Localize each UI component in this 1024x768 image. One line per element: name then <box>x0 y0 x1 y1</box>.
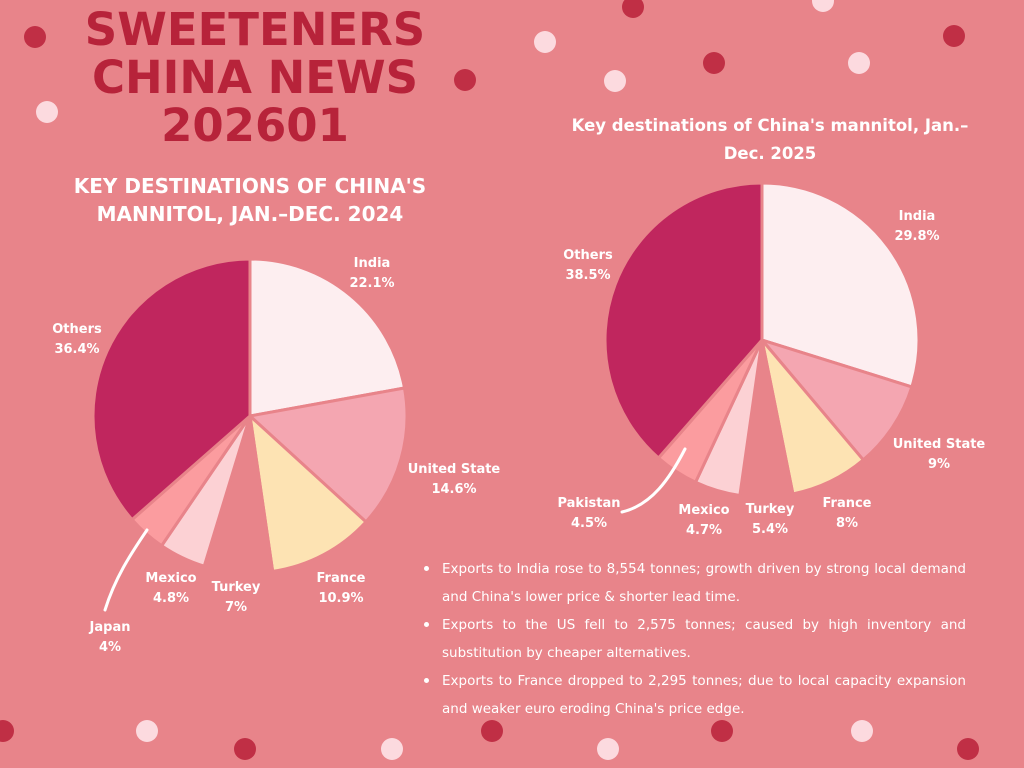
slice-label-name: India <box>353 256 391 271</box>
slice-label-name: France <box>822 496 872 511</box>
note-france: Exports to France dropped to 2,295 tonne… <box>420 667 966 723</box>
label-2024-united-state: United State 14.6% <box>408 460 501 500</box>
label-2024-turkey: Turkey 7% <box>212 578 261 618</box>
label-2024-others: Others 36.4% <box>52 320 102 360</box>
note-india: Exports to India rose to 8,554 tonnes; g… <box>420 555 966 611</box>
slice-label-value: 38.5% <box>565 268 611 283</box>
slice-label-name: United State <box>892 437 986 452</box>
chart-2025-title: Key destinations of China's mannitol, Ja… <box>571 116 969 163</box>
slice-label-name: Pakistan <box>557 496 621 511</box>
japan-leader-line <box>103 528 149 612</box>
slice-label-value: 8% <box>835 516 859 531</box>
decor-dot <box>381 738 403 760</box>
chart-2024-title: KEY DESTINATIONS OF CHINA'S MANNITOL, JA… <box>73 174 427 226</box>
label-2025-india: India 29.8% <box>894 207 939 247</box>
slice-label-name: France <box>316 571 366 586</box>
pie-2024-slice-united-state <box>248 386 409 524</box>
decor-dot <box>851 720 873 742</box>
decor-dot <box>36 101 58 123</box>
label-2024-france: France 10.9% <box>316 569 365 609</box>
slice-label-value: 36.4% <box>54 342 100 357</box>
slice-label-value: 22.1% <box>349 276 395 291</box>
slice-label-value: 14.6% <box>431 482 477 497</box>
slice-label-value: 9% <box>927 457 951 472</box>
decor-dot <box>0 720 14 742</box>
decor-dot <box>604 70 626 92</box>
decor-dot <box>454 69 476 91</box>
slice-label-value: 4.8% <box>152 591 190 606</box>
label-2025-united-state: United State 9% <box>893 435 986 475</box>
decor-dot <box>711 720 733 742</box>
page-title: SWEETENERS CHINA NEWS 202601 <box>40 6 470 150</box>
slice-label-name: Japan <box>89 620 131 635</box>
decor-dot <box>534 31 556 53</box>
label-2025-others: Others 38.5% <box>563 246 613 286</box>
decor-dot <box>943 25 965 47</box>
slice-label-value: 29.8% <box>894 229 940 244</box>
pie-2025-slice-others <box>603 181 764 460</box>
pie-2025-slice-united-state <box>760 338 914 462</box>
slice-label-name: Turkey <box>745 502 795 517</box>
decor-dot <box>957 738 979 760</box>
page-title-line: 202601 <box>161 99 349 152</box>
pie-2025-slice-india <box>760 181 921 389</box>
pakistan-leader-line <box>620 447 687 514</box>
decor-dot <box>136 720 158 742</box>
decor-dot <box>234 738 256 760</box>
label-2024-japan: Japan 4% <box>90 618 131 658</box>
decor-dot <box>24 26 46 48</box>
decor-dot <box>848 52 870 74</box>
slice-label-name: Mexico <box>678 503 730 518</box>
label-2025-turkey: Turkey 5.4% <box>746 500 795 540</box>
slice-label-value: 4.5% <box>570 516 608 531</box>
label-2025-mexico: Mexico 4.7% <box>678 501 729 541</box>
decor-dot <box>812 0 834 12</box>
label-2025-france: France 8% <box>822 494 871 534</box>
label-2024-mexico: Mexico 4.8% <box>145 569 196 609</box>
slice-label-name: United State <box>407 462 501 477</box>
label-2025-pakistan: Pakistan 4.5% <box>557 494 620 534</box>
slice-label-name: India <box>898 209 936 224</box>
label-2024-india: India 22.1% <box>349 254 394 294</box>
decor-dot <box>703 52 725 74</box>
note-us: Exports to the US fell to 2,575 tonnes; … <box>420 611 966 667</box>
pie-2024-slice-others <box>91 257 252 522</box>
slice-label-name: Turkey <box>211 580 261 595</box>
slice-label-value: 7% <box>224 600 248 615</box>
slice-label-value: 4.7% <box>685 523 723 538</box>
decor-dot <box>481 720 503 742</box>
slice-label-name: Mexico <box>145 571 197 586</box>
pie-2024-slice-france <box>248 414 368 573</box>
decor-dot <box>597 738 619 760</box>
slice-label-value: 4% <box>98 640 122 655</box>
decor-dot <box>622 0 644 18</box>
slice-label-value: 10.9% <box>318 591 364 606</box>
slice-label-value: 5.4% <box>751 522 789 537</box>
page-title-line: CHINA NEWS <box>91 51 419 104</box>
pie-2024-slice-india <box>248 257 406 418</box>
slice-label-name: Others <box>563 248 613 263</box>
page-title-line: SWEETENERS <box>84 3 426 56</box>
slice-label-name: Others <box>52 322 102 337</box>
notes-list: Exports to India rose to 8,554 tonnes; g… <box>420 555 966 723</box>
